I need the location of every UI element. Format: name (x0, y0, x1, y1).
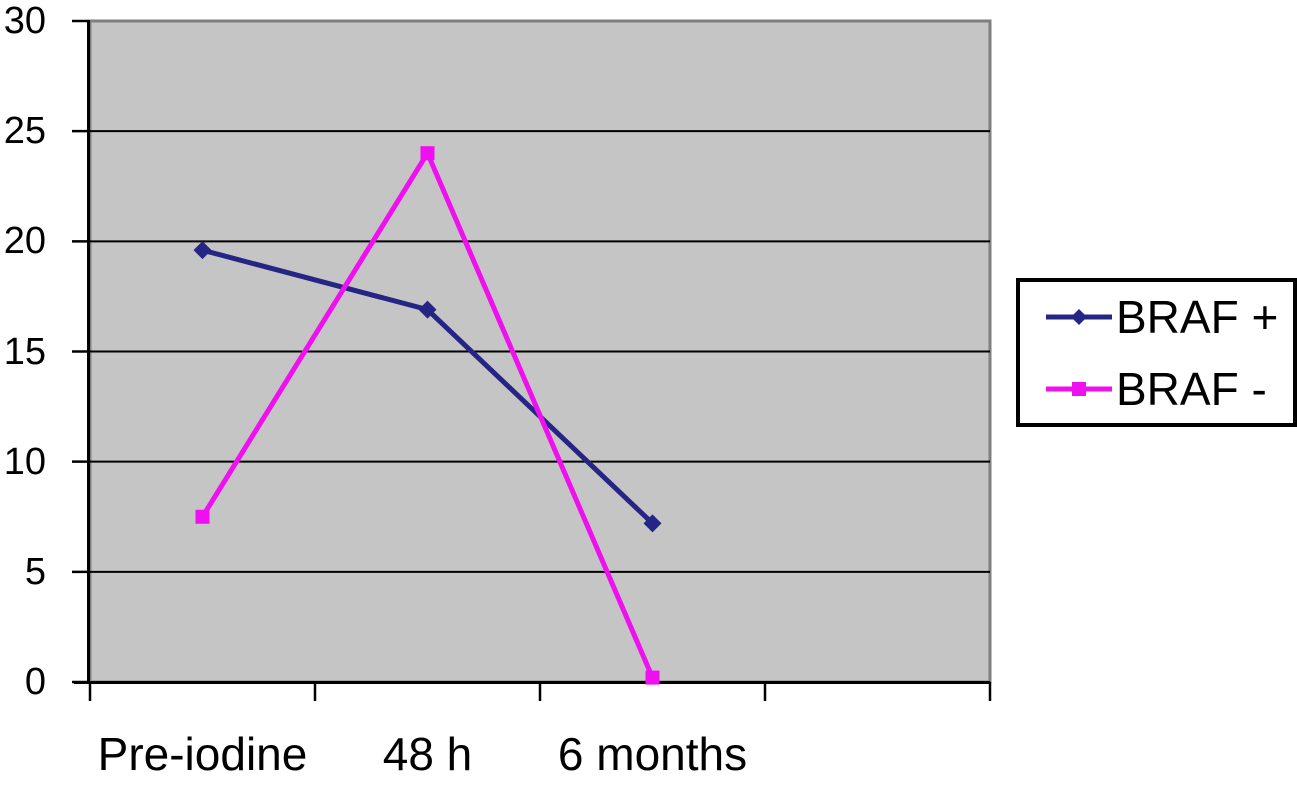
braf-plus-series-marker-icon (1046, 308, 1112, 325)
legend: BRAF + BRAF - (1016, 278, 1297, 427)
square-marker-icon (1072, 381, 1086, 396)
legend-entry-braf-plus: BRAF + (1046, 294, 1293, 340)
data-point-marker (643, 514, 662, 533)
legend-label-braf-plus: BRAF + (1116, 290, 1279, 343)
diamond-marker-icon (1071, 308, 1087, 325)
data-point-marker (420, 146, 435, 161)
legend-entry-braf-minus: BRAF - (1046, 366, 1293, 412)
y-tick-label: 10 (3, 440, 46, 483)
data-point-marker (418, 300, 437, 319)
x-category-label: 48 h (382, 728, 473, 780)
x-category-label: 6 months (557, 728, 748, 780)
legend-label-braf-minus: BRAF - (1116, 362, 1267, 415)
data-point-marker (195, 509, 210, 524)
x-category-label: Pre-iodine (97, 728, 308, 780)
data-point-marker (193, 241, 212, 260)
y-tick-label: 20 (3, 220, 46, 263)
y-tick-label: 0 (24, 661, 46, 703)
y-tick-label: 25 (3, 110, 46, 153)
data-point-marker (645, 670, 660, 685)
y-tick-label: 5 (24, 550, 46, 593)
y-tick-label: 30 (3, 0, 46, 42)
braf-minus-series-marker-icon (1046, 381, 1112, 396)
y-tick-label: 15 (3, 330, 46, 373)
